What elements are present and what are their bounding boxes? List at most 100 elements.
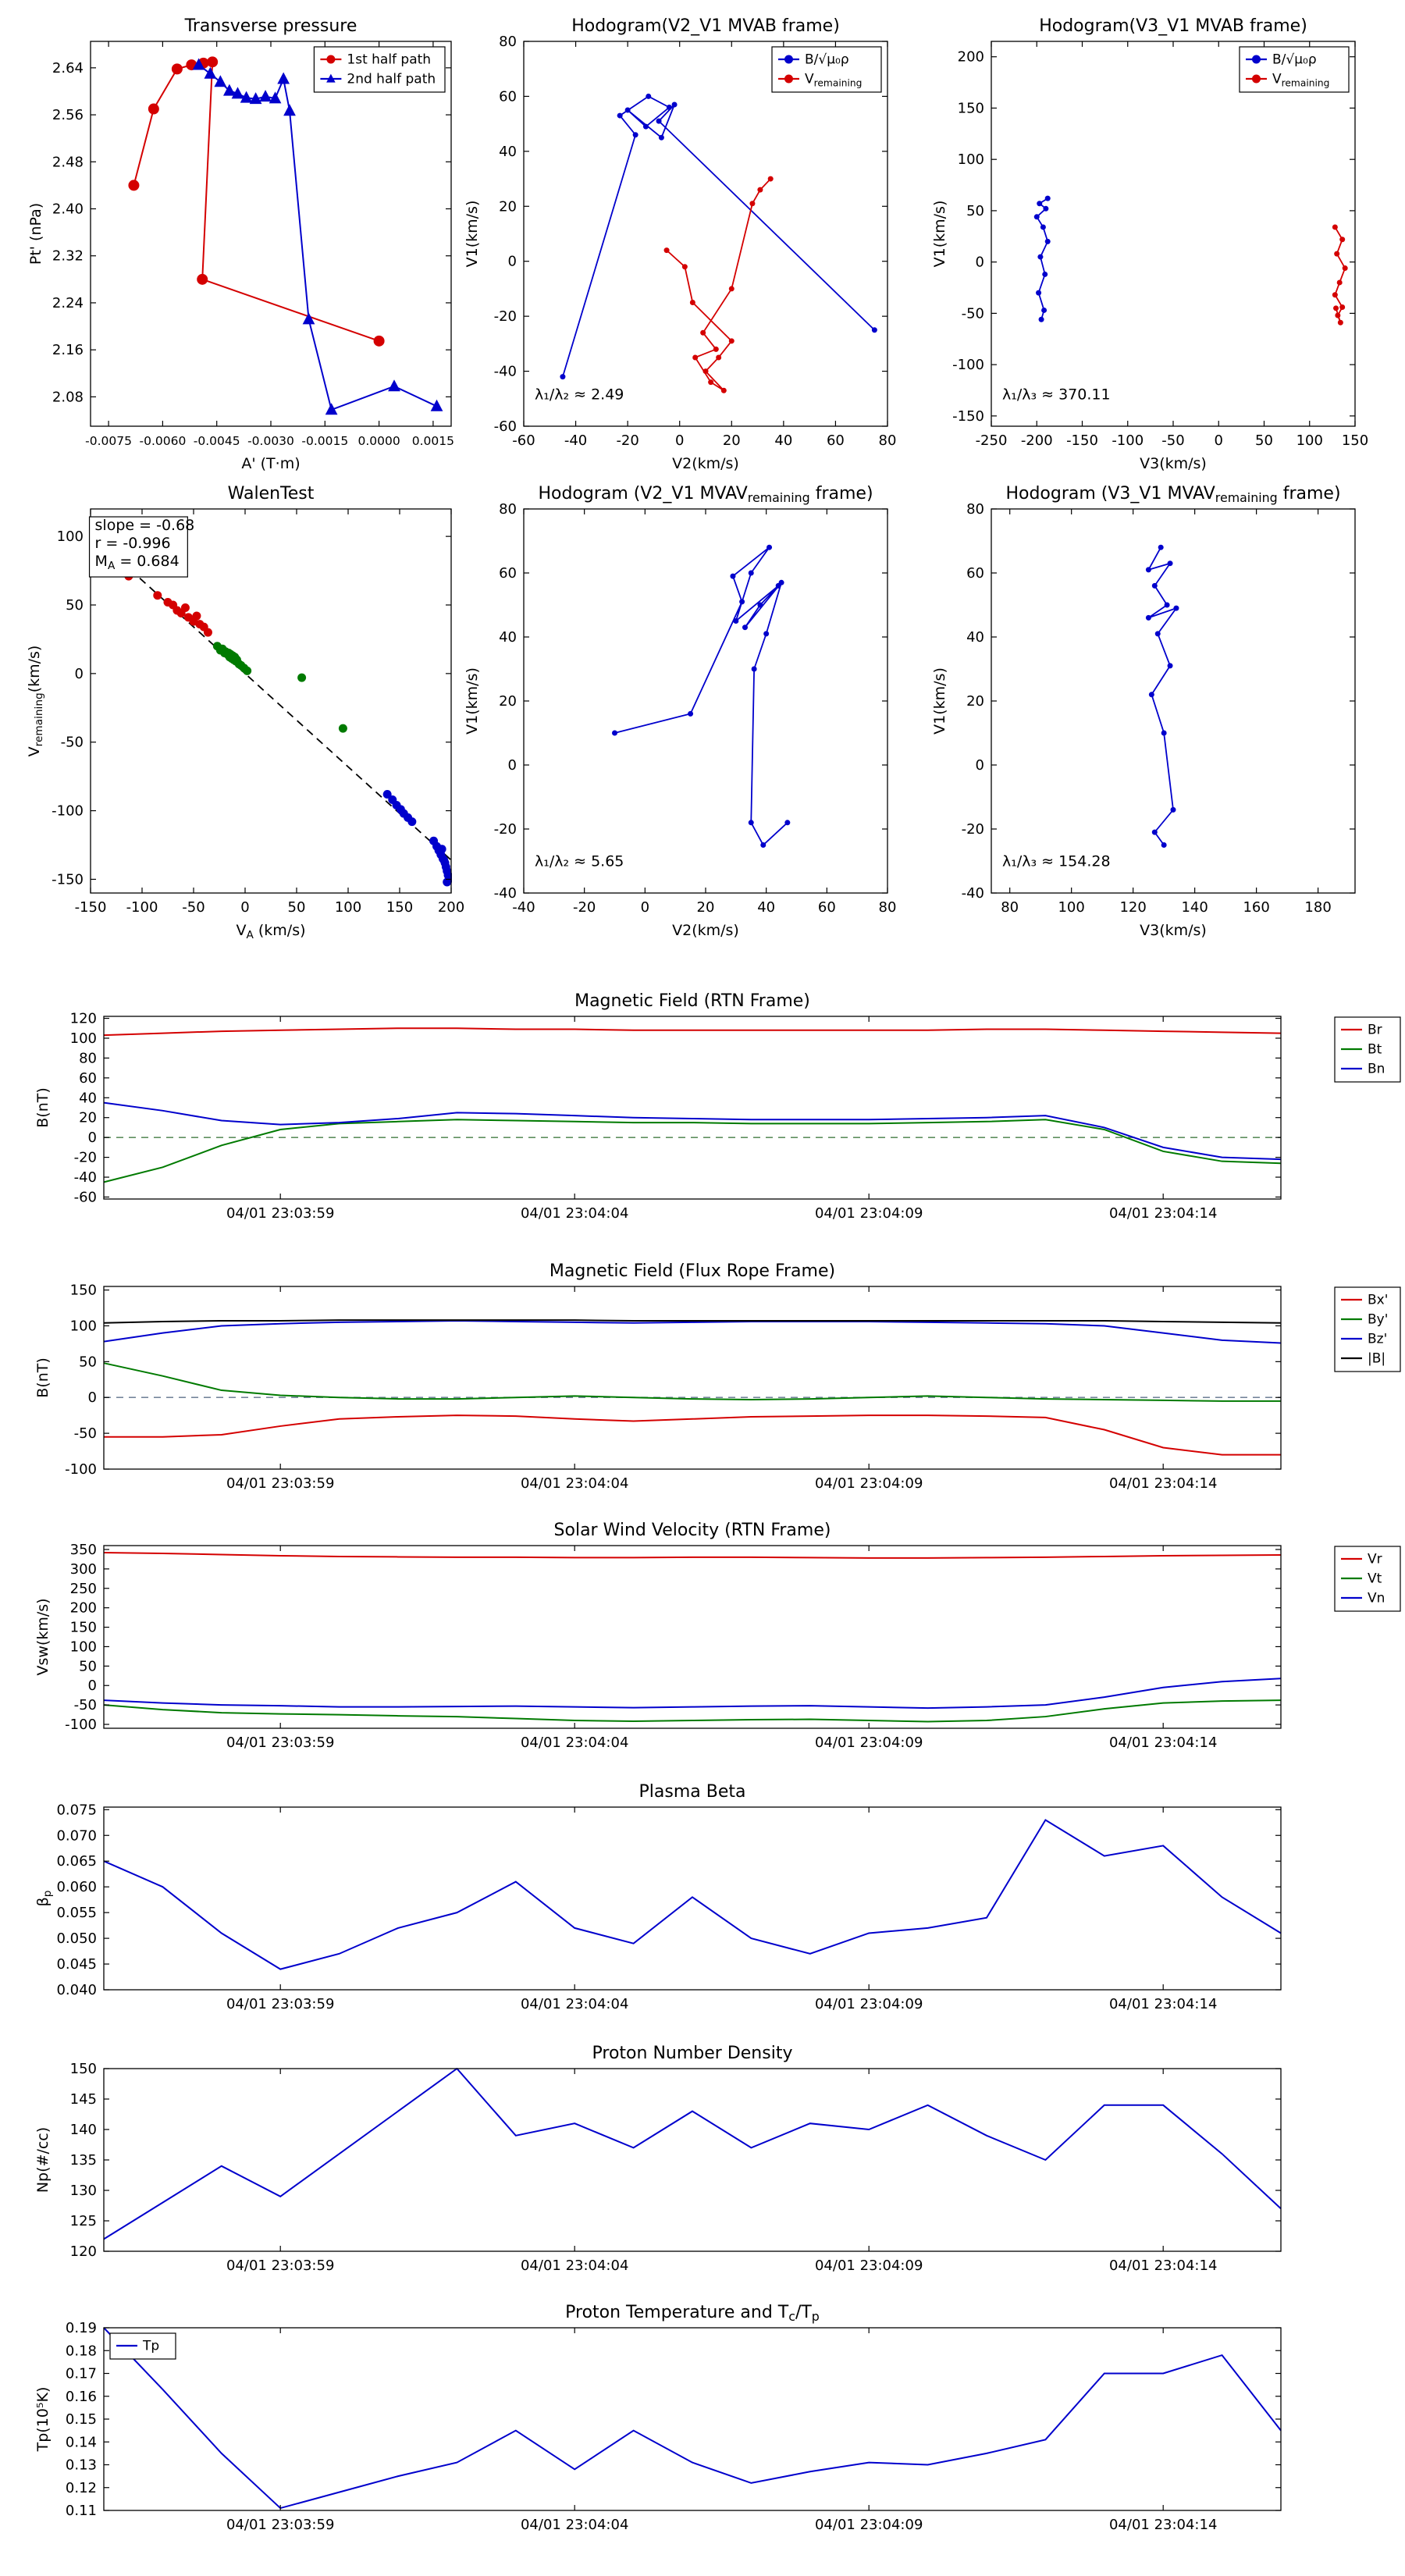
svg-text:-50: -50 (74, 1697, 97, 1713)
svg-text:100: 100 (57, 528, 84, 545)
svg-text:-20: -20 (616, 432, 638, 449)
svg-text:r = -0.996: r = -0.996 (95, 535, 171, 552)
svg-text:Proton Number Density: Proton Number Density (592, 2044, 793, 2063)
svg-text:04/01 23:03:59: 04/01 23:03:59 (226, 1205, 334, 1222)
svg-text:80: 80 (1001, 899, 1019, 916)
svg-text:-40: -40 (494, 885, 517, 902)
svg-text:04/01 23:04:04: 04/01 23:04:04 (521, 1205, 628, 1222)
svg-text:150: 150 (70, 1620, 97, 1636)
svg-text:-60: -60 (74, 1189, 97, 1205)
svg-text:λ₁/λ₂ ≈ 5.65: λ₁/λ₂ ≈ 5.65 (535, 853, 624, 870)
chart-svg-plasma-beta: 04/01 23:03:59 04/01 23:04:04 04/01 23:04:… (34, 1782, 1282, 2012)
svg-text:-100: -100 (952, 357, 984, 373)
svg-text:V3(km/s): V3(km/s) (1140, 922, 1207, 939)
svg-text:-0.0060: -0.0060 (139, 434, 186, 448)
svg-text:-100: -100 (65, 1717, 97, 1733)
svg-text:200: 200 (70, 1600, 97, 1617)
svg-text:0: 0 (88, 1678, 97, 1694)
svg-text:145: 145 (70, 2091, 97, 2108)
svg-text:Magnetic Field (RTN Frame): Magnetic Field (RTN Frame) (574, 991, 810, 1011)
svg-text:04/01 23:04:04: 04/01 23:04:04 (521, 1735, 628, 1751)
svg-text:Bz': Bz' (1368, 1332, 1387, 1347)
svg-text:2.08: 2.08 (52, 389, 84, 405)
svg-text:-40: -40 (512, 899, 535, 916)
svg-text:0: 0 (88, 1389, 97, 1406)
svg-text:0.11: 0.11 (66, 2503, 97, 2519)
chart-svg-vsw-rtn: 04/01 23:03:59 04/01 23:04:04 04/01 23:04:… (34, 1521, 1401, 1751)
svg-text:0: 0 (508, 254, 517, 270)
svg-text:50: 50 (79, 1354, 97, 1370)
svg-text:Pt' (nPa): Pt' (nPa) (27, 203, 44, 265)
svg-text:04/01 23:03:59: 04/01 23:03:59 (226, 2517, 334, 2533)
svg-text:λ₁/λ₃ ≈ 370.11: λ₁/λ₃ ≈ 370.11 (1002, 386, 1111, 403)
svg-text:Tp(10⁵K): Tp(10⁵K) (34, 2387, 52, 2453)
svg-text:0: 0 (976, 254, 984, 271)
svg-text:60: 60 (818, 899, 836, 916)
svg-text:04/01 23:04:09: 04/01 23:04:09 (815, 2517, 923, 2533)
svg-text:130: 130 (70, 2183, 97, 2199)
svg-text:-100: -100 (126, 899, 158, 916)
svg-text:80: 80 (499, 501, 517, 518)
svg-text:B(nT): B(nT) (34, 1357, 52, 1398)
svg-text:50: 50 (79, 1658, 97, 1674)
svg-text:Vr: Vr (1368, 1552, 1382, 1567)
svg-text:2.32: 2.32 (52, 248, 84, 265)
svg-text:-50: -50 (1161, 432, 1184, 449)
svg-text:0.060: 0.060 (56, 1879, 97, 1895)
svg-text:135: 135 (70, 2152, 97, 2169)
svg-text:04/01 23:04:14: 04/01 23:04:14 (1109, 1996, 1217, 2012)
chart-plasma-beta: 04/01 23:03:59 04/01 23:04:04 04/01 23:04:… (0, 1776, 1405, 2029)
chart-magnetic-field-rtn: 04/01 23:03:59 04/01 23:04:04 04/01 23:04:… (0, 985, 1405, 1238)
svg-text:150: 150 (1342, 432, 1368, 449)
svg-text:-40: -40 (74, 1169, 97, 1186)
svg-text:200: 200 (438, 899, 464, 916)
svg-text:βp: βp (34, 1891, 54, 1907)
svg-text:100: 100 (1058, 899, 1084, 916)
svg-text:04/01 23:04:14: 04/01 23:04:14 (1109, 2258, 1217, 2274)
svg-text:0.15: 0.15 (66, 2411, 97, 2428)
svg-text:0: 0 (240, 899, 249, 916)
svg-text:0.13: 0.13 (66, 2457, 97, 2474)
svg-text:04/01 23:04:04: 04/01 23:04:04 (521, 2258, 628, 2274)
svg-text:-150: -150 (1066, 432, 1098, 449)
svg-text:04/01 23:03:59: 04/01 23:03:59 (226, 2258, 334, 2274)
chart-svg-proton-density: 04/01 23:03:59 04/01 23:04:04 04/01 23:04:… (34, 2044, 1282, 2274)
chart-proton-density: 04/01 23:03:59 04/01 23:04:04 04/01 23:04:… (0, 2037, 1405, 2290)
chart-svg-hodogram-v2v1-mvab: -60 -40 -20 0 20 40 60 80 -60 -40 -20 0 20 40 60 80 Hodo… (464, 16, 896, 472)
chart-transverse-pressure: -0.0075 -0.0060 -0.0045 -0.0030 -0.0015 0.000… (8, 16, 468, 481)
svg-text:2.24: 2.24 (52, 295, 84, 311)
svg-text:04/01 23:03:59: 04/01 23:03:59 (226, 1475, 334, 1492)
svg-text:slope = -0.68: slope = -0.68 (95, 517, 195, 534)
svg-text:0: 0 (675, 432, 684, 449)
svg-text:-40: -40 (494, 364, 517, 380)
svg-text:Hodogram (V2_V1 MVAVremaining: Hodogram (V2_V1 MVAVremaining frame) (538, 484, 873, 505)
svg-text:B/√μ₀ρ: B/√μ₀ρ (805, 52, 849, 68)
svg-text:V2(km/s): V2(km/s) (672, 922, 739, 939)
svg-text:04/01 23:04:14: 04/01 23:04:14 (1109, 1735, 1217, 1751)
svg-text:-250: -250 (976, 432, 1008, 449)
svg-text:Br: Br (1368, 1023, 1382, 1038)
svg-text:V3(km/s): V3(km/s) (1140, 455, 1207, 472)
svg-text:0.045: 0.045 (56, 1956, 97, 1973)
svg-text:-100: -100 (65, 1461, 97, 1478)
svg-text:Magnetic Field (Flux Rope Fram: Magnetic Field (Flux Rope Frame) (550, 1261, 835, 1281)
svg-text:140: 140 (70, 2122, 97, 2138)
svg-text:Vremaining(km/s): Vremaining(km/s) (26, 646, 45, 757)
chart-svg-transverse-pressure: -0.0075 -0.0060 -0.0045 -0.0030 -0.0015 0.000… (27, 16, 454, 472)
svg-text:150: 150 (70, 2061, 97, 2077)
svg-text:160: 160 (1243, 899, 1269, 916)
chart-svg-walen-test: -150 -100 -50 0 50 100 150 200 -150 -100 -50 0 50 100… (26, 484, 464, 941)
svg-text:-150: -150 (75, 899, 107, 916)
svg-text:50: 50 (966, 203, 984, 219)
svg-text:20: 20 (499, 198, 517, 215)
svg-text:40: 40 (966, 629, 984, 646)
svg-text:0.18: 0.18 (66, 2343, 97, 2359)
svg-text:150: 150 (70, 1283, 97, 1299)
svg-text:0.14: 0.14 (66, 2434, 97, 2450)
svg-text:-20: -20 (573, 899, 596, 916)
chart-svg-mf-rtn: 04/01 23:03:59 04/01 23:04:04 04/01 23:04:… (34, 991, 1401, 1222)
svg-text:60: 60 (966, 565, 984, 582)
svg-text:Hodogram(V2_V1 MVAB frame): Hodogram(V2_V1 MVAB frame) (571, 16, 840, 36)
svg-text:λ₁/λ₃ ≈ 154.28: λ₁/λ₃ ≈ 154.28 (1002, 853, 1111, 870)
svg-text:-40: -40 (564, 432, 587, 449)
